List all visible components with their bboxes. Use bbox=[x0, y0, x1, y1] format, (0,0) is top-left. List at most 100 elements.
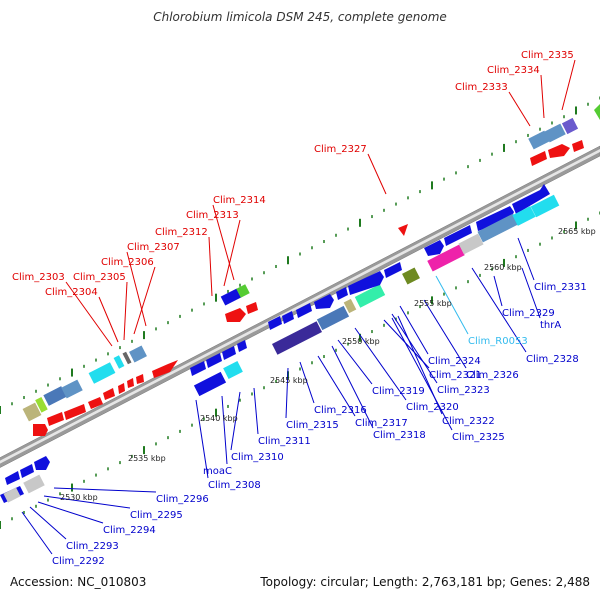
gene-feature bbox=[34, 456, 50, 470]
gene-feature bbox=[129, 345, 147, 363]
tick-rows bbox=[0, 96, 600, 529]
gene-label: Clim_2333 bbox=[455, 82, 508, 93]
gene-label: Clim_2310 bbox=[231, 452, 284, 463]
gene-label: Clim_R0053 bbox=[468, 336, 528, 347]
gene-feature bbox=[136, 374, 144, 384]
gene-feature bbox=[220, 288, 242, 306]
gene-feature bbox=[594, 104, 600, 120]
leader-line bbox=[508, 91, 531, 127]
gene-feature bbox=[477, 213, 519, 243]
gene-feature bbox=[5, 471, 20, 485]
gene-feature bbox=[225, 308, 246, 322]
scale-labels: 2530 kbp 2535 kbp 2540 kbp 2545 kbp 2550… bbox=[60, 227, 596, 502]
leader-line bbox=[43, 495, 131, 509]
leader-line bbox=[195, 399, 209, 479]
leader-line bbox=[521, 267, 541, 319]
gene-feature bbox=[61, 379, 83, 399]
gene-feature bbox=[384, 262, 402, 278]
gene-feature bbox=[23, 474, 45, 494]
scale-label: 2530 kbp bbox=[60, 493, 98, 502]
gene-feature bbox=[476, 206, 514, 231]
gene-label: moaC bbox=[203, 466, 232, 477]
gene-label: Clim_2304 bbox=[45, 287, 98, 298]
leader-line bbox=[423, 299, 467, 369]
gene-feature bbox=[512, 184, 550, 214]
gene-feature bbox=[33, 424, 48, 436]
leader-line bbox=[98, 296, 119, 343]
gene-feature bbox=[314, 294, 334, 309]
scale-label: 2550 kbp bbox=[342, 337, 380, 346]
gene-label: Clim_2335 bbox=[521, 50, 574, 61]
gene-label: Clim_2293 bbox=[66, 541, 119, 552]
gene-feature bbox=[88, 362, 116, 384]
map-title: Chlorobium limicola DSM 245, complete ge… bbox=[153, 10, 447, 24]
leader-line bbox=[133, 266, 156, 335]
gene-feature bbox=[354, 284, 386, 308]
leader-line bbox=[517, 237, 535, 281]
gene-label: Clim_2308 bbox=[208, 480, 261, 491]
gene-label: Clim_2326 bbox=[466, 370, 519, 381]
gene-feature bbox=[193, 371, 227, 397]
leader-line bbox=[337, 339, 373, 385]
gene-feature bbox=[206, 353, 222, 368]
gene-label: Clim_2321 bbox=[429, 370, 482, 381]
gene-label: Clim_2294 bbox=[103, 525, 156, 536]
gene-feature bbox=[223, 361, 243, 379]
leader-line bbox=[21, 511, 53, 555]
scale-label: 2565 kbp bbox=[558, 227, 596, 236]
leader-line bbox=[65, 281, 113, 347]
gene-label: Clim_2322 bbox=[442, 416, 495, 427]
gene-feature bbox=[35, 396, 48, 413]
gene-label: Clim_2334 bbox=[487, 65, 540, 76]
gene-feature bbox=[20, 464, 34, 478]
gene-label: Clim_2305 bbox=[73, 272, 126, 283]
gene-label: Clim_2295 bbox=[130, 510, 183, 521]
leader-line bbox=[354, 327, 407, 401]
gene-label: Clim_2296 bbox=[156, 494, 209, 505]
gene-label: Clim_2311 bbox=[258, 436, 311, 447]
gene-feature bbox=[336, 287, 348, 300]
leader-line bbox=[540, 74, 545, 119]
gene-label: Clim_2319 bbox=[372, 386, 425, 397]
gene-feature bbox=[398, 224, 408, 236]
gene-feature bbox=[544, 123, 566, 143]
gene-label: Clim_2313 bbox=[186, 210, 239, 221]
gene-label: Clim_2324 bbox=[428, 356, 481, 367]
gene-feature bbox=[64, 404, 86, 420]
gene-label: Clim_2320 bbox=[406, 402, 459, 413]
gene-feature bbox=[561, 117, 579, 135]
gene-feature bbox=[47, 412, 64, 426]
gene-feature bbox=[528, 130, 550, 150]
gene-feature bbox=[402, 267, 420, 285]
leader-line bbox=[391, 313, 438, 384]
gene-feature bbox=[268, 316, 282, 330]
leader-line bbox=[221, 395, 228, 465]
leader-line bbox=[561, 59, 576, 111]
gene-feature bbox=[236, 284, 250, 298]
leader-line bbox=[399, 305, 429, 355]
gene-feature bbox=[444, 225, 472, 246]
gene-feature bbox=[22, 402, 42, 422]
gene-label: Clim_2317 bbox=[355, 418, 408, 429]
leader-line bbox=[253, 387, 259, 435]
leader-line bbox=[471, 267, 527, 353]
gene-feature bbox=[530, 151, 547, 166]
scale-label: 2535 kbp bbox=[128, 454, 166, 463]
genome-backbone-highlight bbox=[0, 149, 600, 464]
leader-line bbox=[299, 361, 315, 404]
scale-label: 2560 kbp bbox=[484, 263, 522, 272]
leader-line bbox=[317, 355, 356, 417]
gene-feature bbox=[3, 487, 21, 503]
leader-line bbox=[367, 153, 387, 195]
gene-feature bbox=[296, 303, 312, 318]
gene-label: Clim_2318 bbox=[373, 430, 426, 441]
scale-label: 2540 kbp bbox=[200, 414, 238, 423]
gene-label: Clim_2323 bbox=[437, 385, 490, 396]
leader-line bbox=[37, 501, 104, 524]
gene-label: thrA bbox=[540, 320, 561, 331]
leader-line bbox=[493, 275, 503, 307]
gene-feature bbox=[458, 233, 484, 255]
leader-line bbox=[223, 219, 241, 287]
